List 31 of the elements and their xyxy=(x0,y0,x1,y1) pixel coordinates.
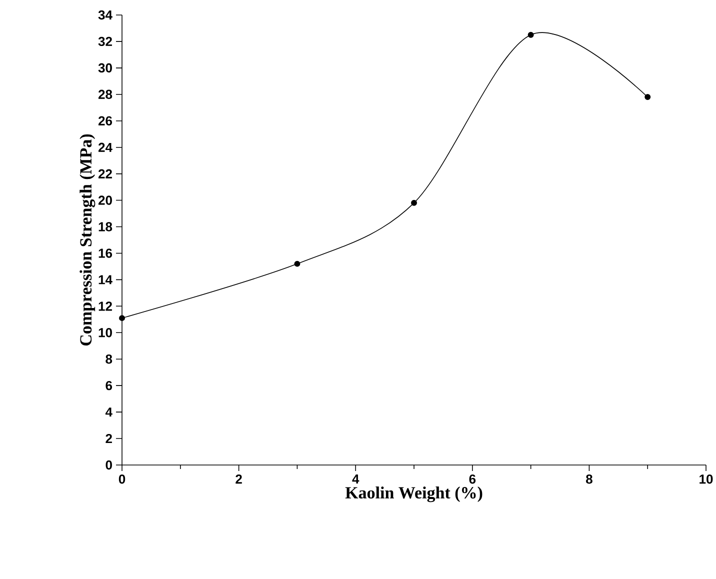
point xyxy=(294,260,300,267)
y-tick-label: 10 xyxy=(98,328,112,338)
y-tick-label: 18 xyxy=(98,222,112,232)
y-tick-label: 14 xyxy=(98,275,112,284)
y-axis-title: Compression Strength (MPa) xyxy=(80,134,96,346)
x-axis-title: Kaolin Weight (%) xyxy=(345,486,482,502)
y-tick-label: 2 xyxy=(106,434,112,444)
x-tick-label: 4 xyxy=(352,474,360,484)
x-tick-label: 10 xyxy=(700,474,713,484)
y-tick-label: 24 xyxy=(98,142,112,152)
y-tick-label: 26 xyxy=(98,116,112,126)
y-tick-label: 16 xyxy=(98,248,112,258)
y-tick-label: 12 xyxy=(98,302,112,311)
x-tick-label: 6 xyxy=(469,474,476,484)
y-tick-label: 30 xyxy=(98,63,112,73)
y-tick-label: 8 xyxy=(106,354,112,364)
y-tick-label: 4 xyxy=(105,408,112,417)
point xyxy=(528,32,534,38)
y-tick-label: 22 xyxy=(98,169,112,178)
x-tick-label: 0 xyxy=(118,474,126,484)
x-tick-label: 2 xyxy=(236,474,242,484)
x-tick-label: 8 xyxy=(586,474,592,484)
y-tick-label: 34 xyxy=(98,10,112,20)
point xyxy=(411,200,417,206)
point xyxy=(644,94,651,100)
y-tick-label: 28 xyxy=(98,90,112,99)
y-tick-label: 0 xyxy=(106,460,112,470)
y-tick-label: 6 xyxy=(106,380,112,390)
point xyxy=(119,315,125,322)
y-tick-label: 20 xyxy=(98,196,112,205)
y-tick-label: 32 xyxy=(98,36,112,46)
